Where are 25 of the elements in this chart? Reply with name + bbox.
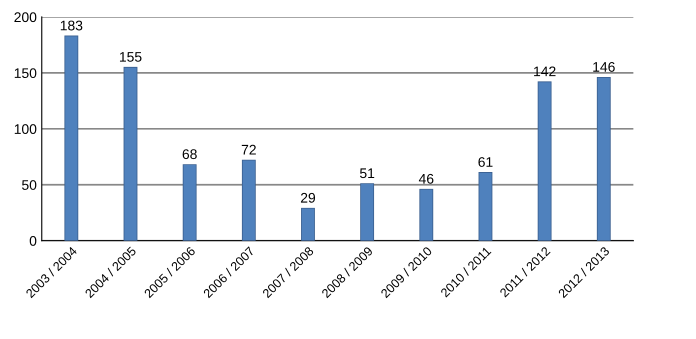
- data-label: 72: [242, 144, 256, 154]
- data-label: 29: [300, 192, 316, 203]
- bar: [64, 36, 78, 241]
- bar: [596, 76, 611, 241]
- bar: [419, 188, 434, 241]
- bar: [538, 81, 552, 241]
- bar: [301, 208, 315, 241]
- data-label: 68: [182, 149, 197, 160]
- bar: [242, 160, 256, 241]
- y-tick-label: 150: [14, 68, 36, 78]
- data-label: 142: [534, 66, 556, 76]
- bar: [478, 172, 492, 241]
- y-tick-label: 50: [22, 180, 36, 190]
- data-label: 146: [593, 62, 615, 72]
- bar: [124, 66, 138, 241]
- data-label: 46: [418, 174, 434, 184]
- data-label: 155: [120, 52, 142, 62]
- data-label: 61: [478, 157, 493, 167]
- y-tick-label: 200: [14, 12, 36, 22]
- data-label: 183: [60, 20, 82, 30]
- data-label: 51: [360, 168, 374, 178]
- bar: [360, 183, 374, 241]
- y-tick-label: 100: [14, 124, 36, 134]
- y-tick-label: 0: [30, 236, 36, 246]
- bar: [182, 164, 197, 241]
